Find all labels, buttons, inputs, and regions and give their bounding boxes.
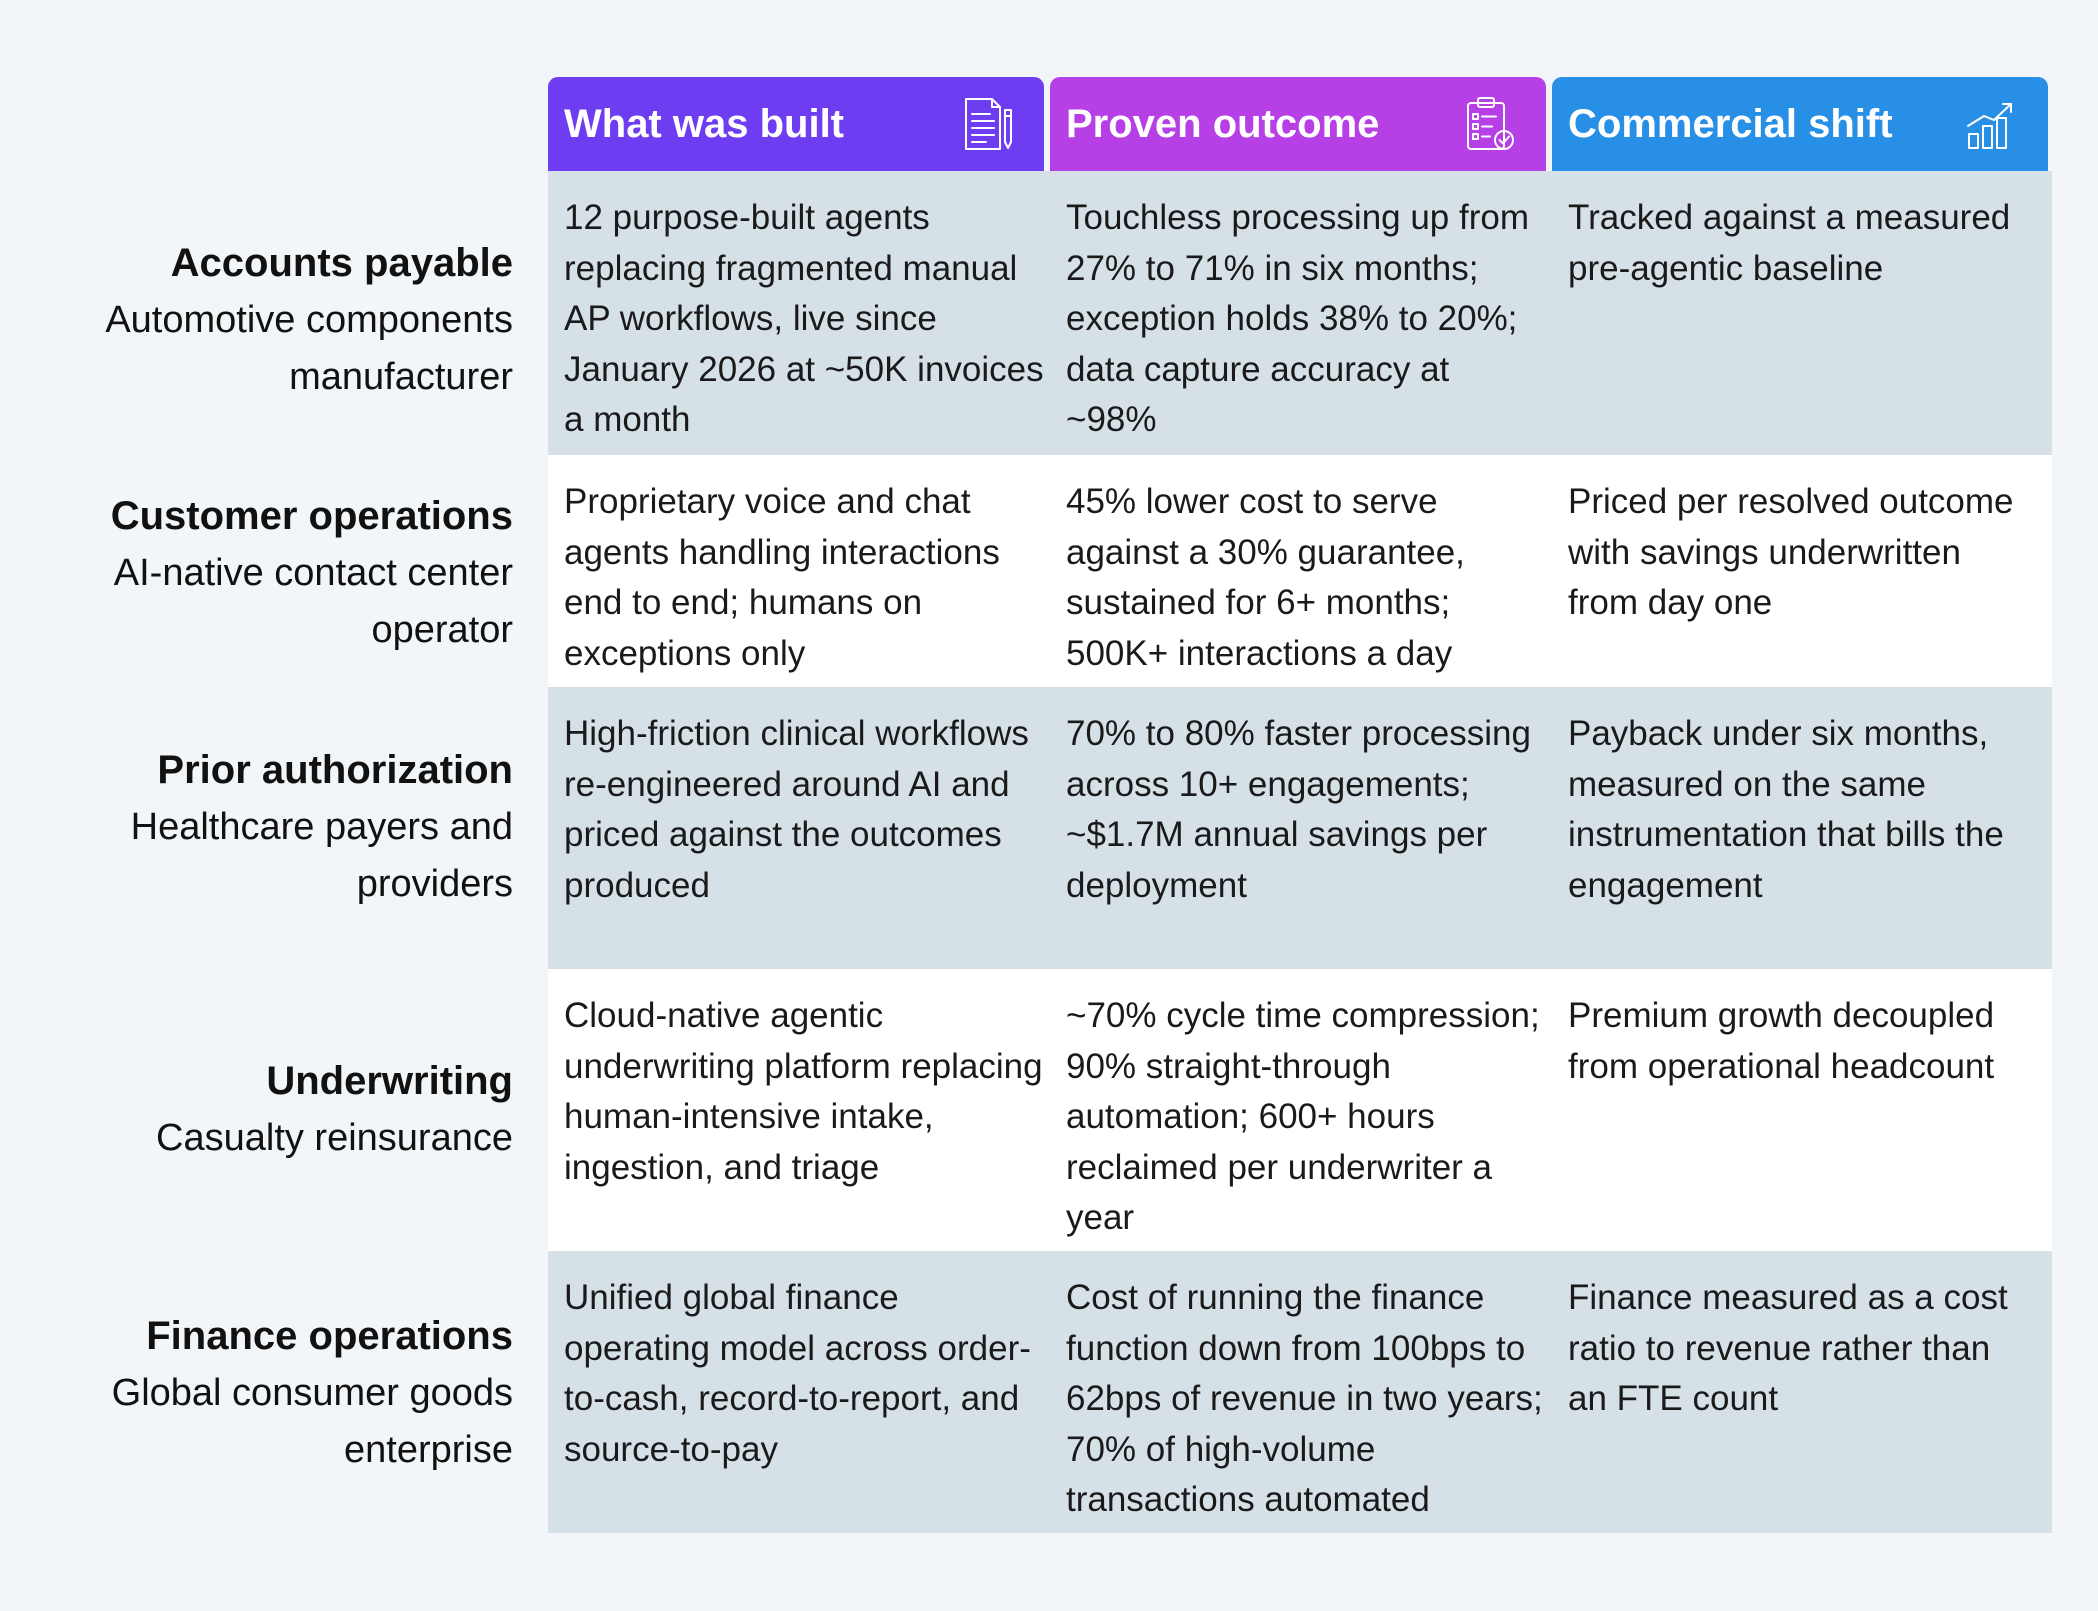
column-header-label: Proven outcome bbox=[1066, 101, 1380, 146]
cell-proven-outcome: ~70% cycle time compression; 90% straigh… bbox=[1066, 996, 1540, 1237]
row-label: Finance operations Global consumer goods… bbox=[0, 1308, 513, 1479]
row-band bbox=[548, 969, 2052, 1251]
cell-proven-outcome: 70% to 80% faster processing across 10+ … bbox=[1066, 714, 1531, 905]
cell-what-was-built: 12 purpose-built agents replacing fragme… bbox=[564, 198, 1044, 439]
column-header-commercial-shift: Commercial shift bbox=[1552, 77, 2048, 171]
row-subtitle-line: AI-native contact center bbox=[113, 552, 513, 594]
row-category: Finance operations bbox=[146, 1314, 513, 1358]
table-row: Customer operations AI-native contact ce… bbox=[0, 455, 2098, 687]
document-pen-icon bbox=[965, 98, 1012, 150]
row-category: Customer operations bbox=[110, 494, 513, 538]
row-label: Customer operations AI-native contact ce… bbox=[0, 488, 513, 659]
row-subtitle-line: enterprise bbox=[344, 1429, 513, 1471]
row-band bbox=[548, 1251, 2052, 1533]
row-band bbox=[548, 171, 2052, 455]
cell-what-was-built: Unified global finance operating model a… bbox=[564, 1278, 1031, 1469]
column-header-what-was-built: What was built bbox=[548, 77, 1044, 171]
row-subtitle-line: Automotive components bbox=[105, 299, 513, 341]
cell-what-was-built: High-friction clinical workflows re-engi… bbox=[564, 714, 1029, 905]
cell-commercial-shift: Finance measured as a cost ratio to reve… bbox=[1568, 1278, 2008, 1418]
row-label: Underwriting Casualty reinsurance bbox=[0, 1053, 513, 1167]
row-label: Prior authorization Healthcare payers an… bbox=[0, 742, 513, 913]
column-header-proven-outcome: Proven outcome bbox=[1050, 77, 1546, 171]
table-row: Prior authorization Healthcare payers an… bbox=[0, 687, 2098, 969]
row-band bbox=[548, 455, 2052, 687]
table-row: Accounts payable Automotive components m… bbox=[0, 171, 2098, 455]
table-row: Underwriting Casualty reinsurance Cloud-… bbox=[0, 969, 2098, 1251]
cell-proven-outcome: Touchless processing up from 27% to 71% … bbox=[1066, 198, 1529, 439]
cell-commercial-shift: Payback under six months, measured on th… bbox=[1568, 714, 2004, 905]
row-subtitle-line: providers bbox=[356, 863, 513, 905]
row-subtitle-line: operator bbox=[371, 609, 513, 651]
row-subtitle-line: Casualty reinsurance bbox=[156, 1117, 513, 1159]
table-row: Finance operations Global consumer goods… bbox=[0, 1251, 2098, 1533]
bar-chart-growth-icon bbox=[1967, 103, 2012, 149]
column-header-label: What was built bbox=[564, 101, 844, 146]
cell-proven-outcome: Cost of running the finance function dow… bbox=[1066, 1278, 1543, 1519]
table-header: What was built Proven outcome bbox=[548, 77, 2048, 171]
column-header-label: Commercial shift bbox=[1568, 101, 1893, 146]
row-category: Underwriting bbox=[266, 1059, 513, 1103]
row-band bbox=[548, 687, 2052, 969]
row-label: Accounts payable Automotive components m… bbox=[0, 235, 513, 406]
row-subtitle-line: Healthcare payers and bbox=[130, 806, 513, 848]
cell-what-was-built: Cloud-native agentic underwriting platfo… bbox=[564, 996, 1043, 1187]
row-category: Accounts payable bbox=[170, 241, 513, 285]
cell-commercial-shift: Premium growth decoupled from operationa… bbox=[1568, 996, 1995, 1086]
clipboard-check-icon bbox=[1467, 97, 1514, 150]
row-category: Prior authorization bbox=[157, 748, 513, 792]
row-subtitle-line: Global consumer goods bbox=[111, 1372, 513, 1414]
row-subtitle-line: manufacturer bbox=[289, 356, 513, 398]
cell-proven-outcome: 45% lower cost to serve against a 30% gu… bbox=[1066, 482, 1465, 673]
cell-what-was-built: Proprietary voice and chat agents handli… bbox=[564, 482, 1000, 673]
cell-commercial-shift: Priced per resolved outcome with savings… bbox=[1568, 482, 2014, 622]
cell-commercial-shift: Tracked against a measured pre-agentic b… bbox=[1568, 198, 2011, 288]
